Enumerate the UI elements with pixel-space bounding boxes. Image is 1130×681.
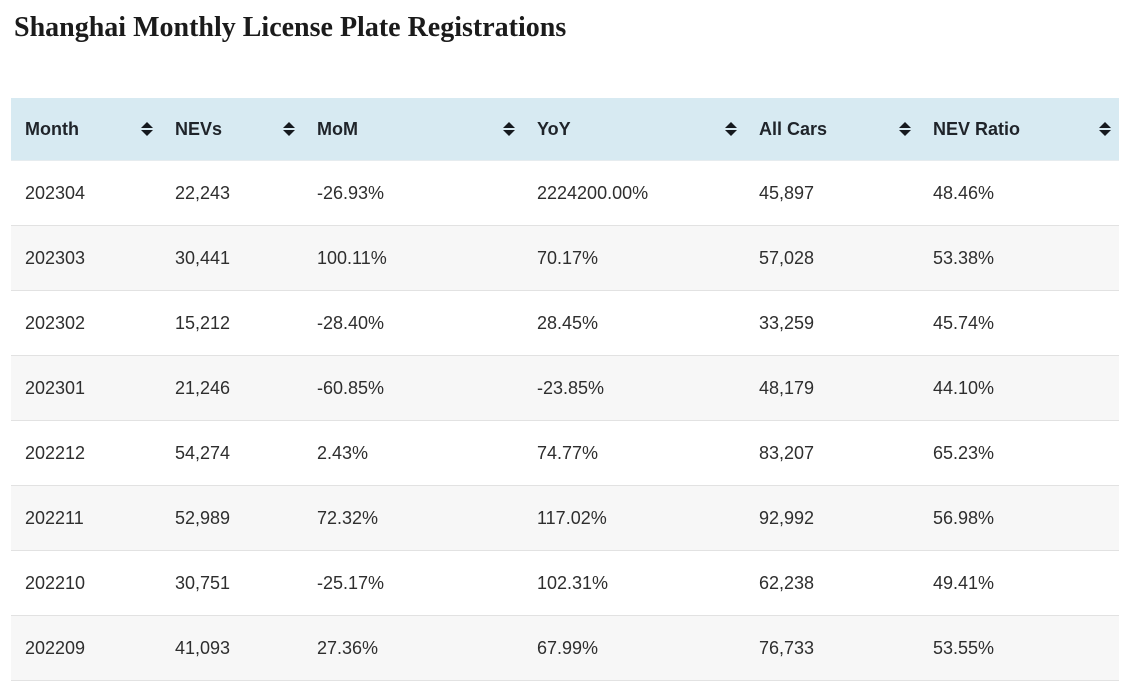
table-row: 202302 15,212 -28.40% 28.45% 33,259 45.74%	[11, 290, 1119, 356]
cell-nev-ratio: 44.10%	[933, 377, 995, 398]
cell-yoy: 102.31%	[537, 572, 609, 593]
sort-up-arrow-icon	[141, 122, 153, 128]
cell-yoy: 2224200.00%	[537, 182, 649, 203]
registrations-table: Month NEVs MoM YoY All Cars NEV Ratio 202304 2…	[11, 98, 1119, 681]
sort-up-arrow-icon	[283, 122, 295, 128]
table-row: 202212 54,274 2.43% 74.77% 83,207 65.23%	[11, 420, 1119, 486]
cell-month: 202301	[25, 377, 86, 398]
table-container: Month NEVs MoM YoY All Cars NEV Ratio 202304 2…	[11, 98, 1119, 681]
column-label: NEVs	[175, 118, 223, 139]
cell-mom: 72.32%	[317, 507, 379, 528]
cell-mom: 100.11%	[317, 247, 387, 268]
cell-all-cars: 33,259	[759, 312, 815, 333]
sort-icon	[283, 122, 297, 136]
sort-down-arrow-icon	[141, 130, 153, 136]
cell-all-cars: 92,992	[759, 507, 815, 528]
cell-yoy: 74.77%	[537, 442, 599, 463]
sort-down-arrow-icon	[725, 130, 737, 136]
sort-up-arrow-icon	[1099, 122, 1111, 128]
cell-mom: -60.85%	[317, 377, 385, 398]
cell-nev-ratio: 65.23%	[933, 442, 995, 463]
cell-nevs: 22,243	[175, 182, 231, 203]
sort-icon	[725, 122, 739, 136]
table-row: 202303 30,441 100.11% 70.17% 57,028 53.38%	[11, 225, 1119, 291]
cell-nev-ratio: 48.46%	[933, 182, 995, 203]
sort-down-arrow-icon	[1099, 130, 1111, 136]
cell-mom: 2.43%	[317, 442, 369, 463]
cell-yoy: 28.45%	[537, 312, 599, 333]
table-row: 202211 52,989 72.32% 117.02% 92,992 56.98%	[11, 485, 1119, 551]
column-label: MoM	[317, 118, 358, 139]
column-header-yoy[interactable]: YoY	[523, 98, 745, 161]
cell-nev-ratio: 56.98%	[933, 507, 995, 528]
table-head: Month NEVs MoM YoY All Cars NEV Ratio	[11, 98, 1119, 161]
cell-all-cars: 48,179	[759, 377, 815, 398]
column-header-content: YoY	[537, 119, 739, 140]
table-header-row: Month NEVs MoM YoY All Cars NEV Ratio	[11, 98, 1119, 161]
cell-mom: -26.93%	[317, 182, 385, 203]
cell-month: 202302	[25, 312, 86, 333]
column-label: NEV Ratio	[933, 118, 1021, 139]
cell-all-cars: 76,733	[759, 637, 815, 658]
cell-month: 202209	[25, 637, 86, 658]
cell-nev-ratio: 53.55%	[933, 637, 995, 658]
cell-yoy: 67.99%	[537, 637, 599, 658]
table-body: 202304 22,243 -26.93% 2224200.00% 45,897 48.4…	[11, 160, 1119, 681]
column-label: Month	[25, 118, 79, 139]
column-header-mom[interactable]: MoM	[303, 98, 523, 161]
cell-nevs: 15,212	[175, 312, 231, 333]
cell-yoy: 70.17%	[537, 247, 599, 268]
cell-nevs: 41,093	[175, 637, 231, 658]
sort-up-arrow-icon	[725, 122, 737, 128]
sort-down-arrow-icon	[283, 130, 295, 136]
column-label: YoY	[537, 118, 571, 139]
column-header-content: MoM	[317, 119, 517, 140]
column-header-nev-ratio[interactable]: NEV Ratio	[919, 98, 1119, 161]
cell-month: 202212	[25, 442, 86, 463]
cell-all-cars: 62,238	[759, 572, 815, 593]
cell-all-cars: 45,897	[759, 182, 815, 203]
page-title: Shanghai Monthly License Plate Registrat…	[14, 12, 567, 43]
cell-yoy: -23.85%	[537, 377, 605, 398]
sort-up-arrow-icon	[503, 122, 515, 128]
table-row: 202210 30,751 -25.17% 102.31% 62,238 49.41%	[11, 550, 1119, 616]
cell-all-cars: 83,207	[759, 442, 815, 463]
table-row: 202209 41,093 27.36% 67.99% 76,733 53.55%	[11, 615, 1119, 681]
cell-nev-ratio: 49.41%	[933, 572, 995, 593]
cell-month: 202211	[25, 507, 84, 528]
table-row: 202301 21,246 -60.85% -23.85% 48,179 44.10%	[11, 355, 1119, 421]
sort-icon	[899, 122, 913, 136]
cell-nev-ratio: 53.38%	[933, 247, 995, 268]
sort-icon	[503, 122, 517, 136]
table-row: 202304 22,243 -26.93% 2224200.00% 45,897 48.4…	[11, 160, 1119, 226]
column-header-all-cars[interactable]: All Cars	[745, 98, 919, 161]
cell-nevs: 54,274	[175, 442, 231, 463]
cell-nev-ratio: 45.74%	[933, 312, 995, 333]
sort-down-arrow-icon	[503, 130, 515, 136]
cell-month: 202304	[25, 182, 86, 203]
cell-nevs: 52,989	[175, 507, 231, 528]
cell-month: 202303	[25, 247, 86, 268]
column-header-content: All Cars	[759, 119, 913, 140]
sort-up-arrow-icon	[899, 122, 911, 128]
column-header-nevs[interactable]: NEVs	[161, 98, 303, 161]
column-label: All Cars	[759, 118, 828, 139]
cell-month: 202210	[25, 572, 86, 593]
sort-icon	[141, 122, 155, 136]
column-header-month[interactable]: Month	[11, 98, 161, 161]
cell-nevs: 21,246	[175, 377, 231, 398]
cell-mom: 27.36%	[317, 637, 379, 658]
sort-down-arrow-icon	[899, 130, 911, 136]
column-header-content: Month	[25, 119, 155, 140]
column-header-content: NEVs	[175, 119, 297, 140]
column-header-content: NEV Ratio	[933, 119, 1113, 140]
cell-all-cars: 57,028	[759, 247, 815, 268]
sort-icon	[1099, 122, 1113, 136]
cell-yoy: 117.02%	[537, 507, 607, 528]
cell-nevs: 30,751	[175, 572, 231, 593]
cell-mom: -25.17%	[317, 572, 385, 593]
cell-nevs: 30,441	[175, 247, 231, 268]
cell-mom: -28.40%	[317, 312, 385, 333]
